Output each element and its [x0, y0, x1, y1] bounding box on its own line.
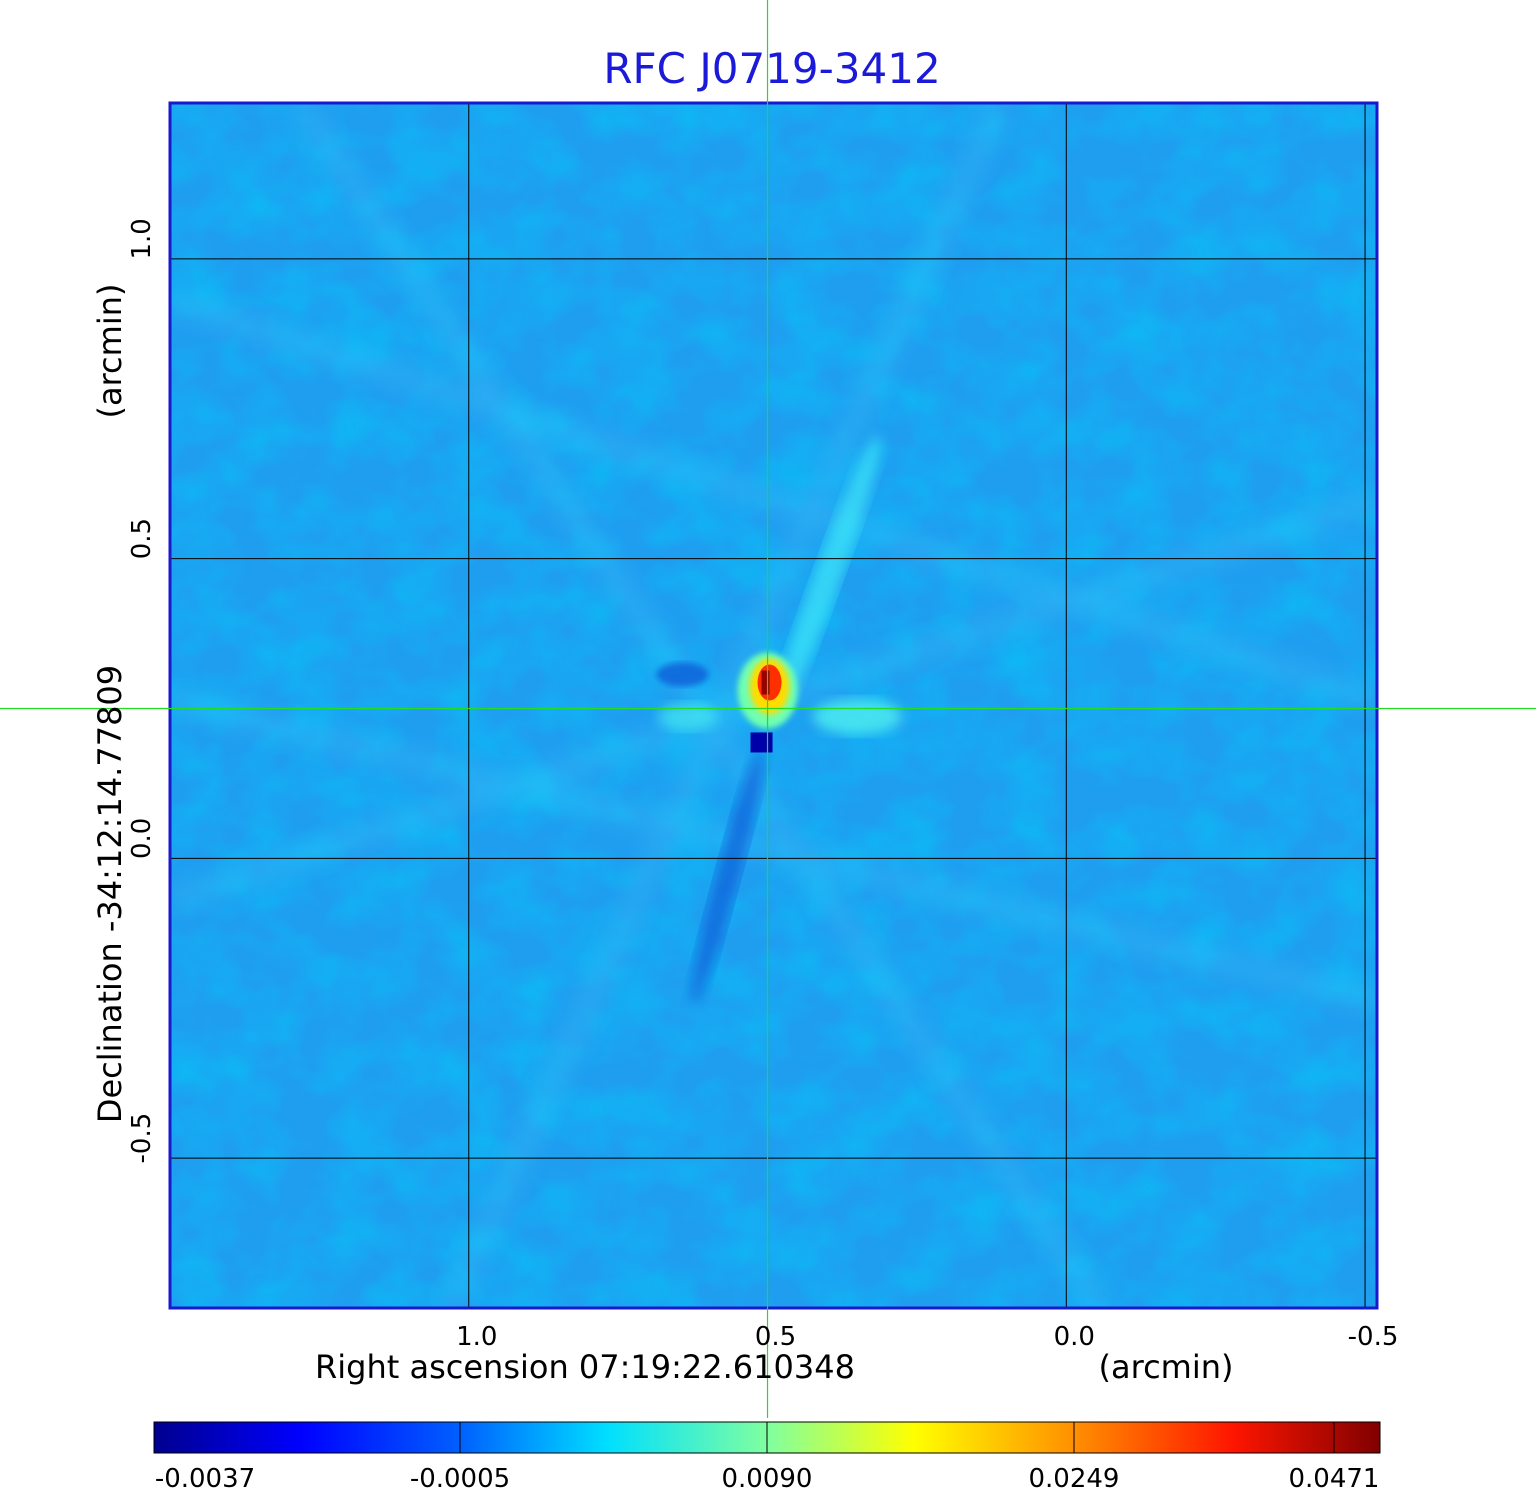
colorbar-tick-label: 0.0471 — [1289, 1464, 1380, 1494]
jet-feature-north — [774, 435, 881, 718]
colorbar-tick-label: -0.0005 — [410, 1464, 510, 1494]
plot-frame — [168, 101, 1379, 1310]
source-minimum — [750, 732, 773, 753]
y-tick-label: -0.5 — [127, 1113, 157, 1164]
x-tick-label: 1.0 — [456, 1322, 497, 1352]
y-axis-label: Declination -34:12:14.77809 — [91, 665, 129, 1123]
x-axis-label: Right ascension 07:19:22.610348 — [315, 1348, 855, 1386]
source-emission — [656, 435, 903, 1003]
x-tick-labels: 1.0 0.5 0.0 -0.5 — [456, 1322, 1398, 1352]
intensity-map — [170, 103, 1377, 1308]
sidelobe-east — [812, 698, 903, 735]
x-tick-label: 0.5 — [755, 1322, 796, 1352]
x-tick-label: 0.0 — [1054, 1322, 1095, 1352]
chart-title: RFC J0719-3412 — [603, 44, 940, 93]
colorbar-tick-label: 0.0249 — [1029, 1464, 1120, 1494]
y-tick-label: 0.5 — [127, 518, 157, 559]
y-tick-label: 0.0 — [127, 818, 157, 859]
colorbar-tick-label: 0.0090 — [722, 1464, 813, 1494]
colorbar-tick-label: -0.0037 — [155, 1464, 255, 1494]
colorbar-tick-labels: -0.0037 -0.0005 0.0090 0.0249 0.0471 — [153, 1422, 1380, 1494]
x-axis-unit: (arcmin) — [1099, 1348, 1234, 1386]
crosshair — [0, 0, 1536, 1418]
source-peak — [761, 670, 770, 695]
negative-sidelobe — [656, 662, 709, 687]
jet-feature-south — [691, 750, 764, 1003]
y-tick-label: 1.0 — [127, 218, 157, 259]
y-axis-unit: (arcmin) — [91, 284, 129, 419]
y-tick-labels: 1.0 0.5 0.0 -0.5 — [127, 218, 157, 1163]
sidelobe-west — [657, 702, 718, 731]
x-tick-label: -0.5 — [1348, 1322, 1399, 1352]
